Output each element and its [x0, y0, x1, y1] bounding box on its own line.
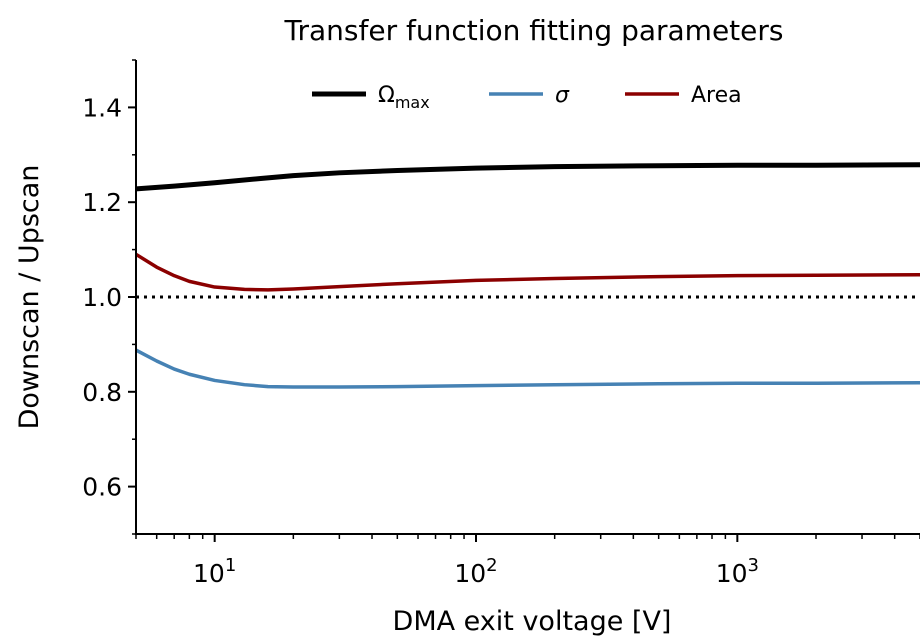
- legend: Ωmax σ Area: [312, 83, 742, 112]
- series-line-2: [136, 348, 920, 389]
- y-tick-label: 1.0: [82, 283, 122, 312]
- x-tick-label: 101: [193, 555, 236, 588]
- series-line-1: [136, 162, 920, 192]
- chart-title: Transfer function fitting parameters: [284, 14, 784, 47]
- y-tick-label: 1.4: [82, 93, 122, 122]
- x-tick-label: 103: [716, 555, 759, 588]
- y-axis-label: Downscan / Upscan: [14, 165, 45, 430]
- y-tick-label: 0.8: [82, 378, 122, 407]
- x-tick-label: 102: [454, 555, 497, 588]
- y-tick-label: 0.6: [82, 473, 122, 502]
- y-tick-label: 1.2: [82, 188, 122, 217]
- legend-label-3: Area: [691, 83, 742, 108]
- x-axis-label: DMA exit voltage [V]: [393, 606, 672, 637]
- legend-label-2: σ: [555, 83, 570, 108]
- legend-label-1: Ωmax: [378, 83, 430, 112]
- series-line-3: [136, 252, 920, 292]
